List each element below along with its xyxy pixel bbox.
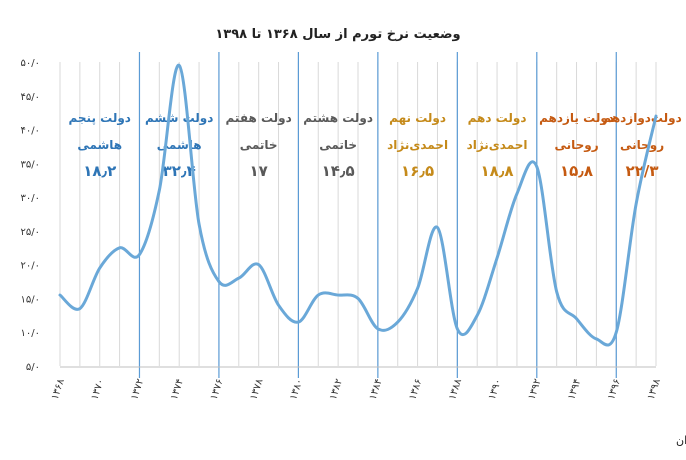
x-tick-label: ۱۳۹۰ bbox=[487, 378, 504, 402]
inflation-line bbox=[58, 63, 658, 347]
government-president-label: خاتمی bbox=[240, 138, 278, 152]
government-name-label: دولت نهم bbox=[389, 111, 446, 126]
government-average-label: ۱۵٫۸ bbox=[560, 162, 593, 180]
y-tick-label: ۳۵/۰ bbox=[21, 159, 40, 170]
y-tick-label: ۱۰/۰ bbox=[21, 328, 40, 339]
y-tick-label: ۳۰/۰ bbox=[21, 193, 40, 204]
y-tick-label: ۱۵/۰ bbox=[21, 294, 40, 305]
government-name-label: دولت ششم bbox=[145, 111, 213, 126]
axes: ۵/۰ ۱۰/۰ ۱۵/۰ ۲۰/۰ ۲۵/۰ ۳۰/۰ ۳۵/۰ ۴۰/۰ ۴۵/۰ ۵۰/۰ ۱… bbox=[21, 58, 664, 401]
government-boundaries bbox=[138, 52, 617, 378]
y-tick-label: ۵۰/۰ bbox=[21, 58, 40, 69]
government-name-label: دولت‌دوازدهم bbox=[602, 111, 681, 126]
government-labels: دولت پنجم هاشمی ۱۸٫۲ دولت ششم هاشمی ۳۲٫۴ دولت … bbox=[68, 111, 681, 180]
x-tick-label: ۱۳۷۸ bbox=[248, 377, 265, 401]
source-note: منبع: مرکز آمار ایران bbox=[676, 433, 686, 447]
x-tick-label: ۱۳۸۸ bbox=[447, 377, 464, 401]
grid-layer bbox=[59, 62, 657, 366]
x-tick-label: ۱۳۹۲ bbox=[527, 378, 544, 402]
x-tick-label: ۱۳۷۰ bbox=[89, 378, 106, 402]
y-tick-label: ۴۰/۰ bbox=[21, 126, 40, 137]
government-average-label: ۱۸٫۲ bbox=[83, 162, 116, 180]
government-president-label: احمدی‌نژاد bbox=[467, 138, 528, 152]
government-name-label: دولت دهم bbox=[468, 111, 527, 126]
y-tick-label: ۲۰/۰ bbox=[21, 261, 40, 272]
x-tick-label: ۱۳۸۴ bbox=[368, 378, 385, 402]
government-president-label: هاشمی bbox=[77, 138, 122, 152]
x-tick-label: ۱۳۶۸ bbox=[50, 377, 67, 401]
government-average-label: ۳۲٫۴ bbox=[163, 162, 196, 180]
government-name-label: دولت هفتم bbox=[226, 111, 292, 126]
y-tick-label: ۲۵/۰ bbox=[21, 227, 40, 238]
government-average-label: ۱۶٫۵ bbox=[401, 162, 434, 180]
x-tick-label: ۱۳۸۶ bbox=[407, 378, 424, 402]
x-tick-label: ۱۳۷۴ bbox=[169, 378, 186, 402]
x-tick-label: ۱۳۸۲ bbox=[328, 378, 345, 402]
government-average-label: ۱۸٫۸ bbox=[481, 162, 514, 180]
government-president-label: هاشمی bbox=[157, 138, 202, 152]
chart-title: وضعیت نرخ تورم از سال ۱۳۶۸ تا ۱۳۹۸ bbox=[215, 27, 460, 42]
government-name-label: دولت هشتم bbox=[303, 111, 373, 126]
government-president-label: روحانی bbox=[620, 138, 664, 153]
x-tick-label: ۱۳۸۰ bbox=[288, 378, 305, 402]
government-name-label: دولت پنجم bbox=[68, 111, 130, 126]
y-tick-label: ۵/۰ bbox=[26, 362, 40, 373]
government-average-label: ۱۷ bbox=[250, 162, 268, 180]
x-tick-label: ۱۳۹۶ bbox=[606, 378, 623, 402]
government-president-label: خاتمی bbox=[319, 138, 357, 152]
government-average-label: ۱۴٫۵ bbox=[322, 162, 355, 180]
y-tick-label: ۴۵/۰ bbox=[21, 92, 40, 103]
x-tick-label: ۱۳۹۸ bbox=[646, 377, 663, 401]
government-president-label: روحانی bbox=[554, 138, 598, 153]
x-tick-label: ۱۳۷۲ bbox=[129, 378, 146, 402]
x-tick-label: ۱۳۷۶ bbox=[209, 378, 226, 402]
government-president-label: احمدی‌نژاد bbox=[387, 138, 448, 152]
x-tick-label: ۱۳۹۴ bbox=[566, 378, 583, 402]
inflation-series bbox=[58, 63, 658, 347]
government-name-label: دولت یازدهم bbox=[539, 111, 614, 126]
